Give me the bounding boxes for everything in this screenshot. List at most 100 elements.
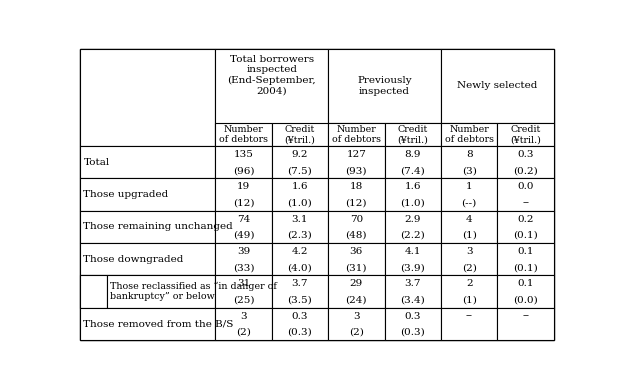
Text: 3: 3	[353, 312, 360, 321]
Bar	[80, 275, 215, 308]
Bar	[384, 275, 441, 308]
Bar	[497, 275, 554, 308]
Text: 36: 36	[350, 247, 363, 256]
Text: (4.0): (4.0)	[287, 263, 312, 272]
Text: 1: 1	[466, 182, 473, 191]
Text: 0.0: 0.0	[517, 182, 534, 191]
Text: (12): (12)	[232, 198, 254, 207]
Text: 3.1: 3.1	[292, 215, 308, 224]
Text: Previously
inspected: Previously inspected	[357, 76, 412, 96]
Text: (0.1): (0.1)	[514, 231, 538, 240]
Text: (49): (49)	[232, 231, 254, 240]
Text: (0.2): (0.2)	[514, 166, 538, 175]
Bar	[272, 211, 328, 243]
Bar	[80, 146, 215, 178]
Text: Those reclassified as “in danger of
bankruptcy” or below: Those reclassified as “in danger of bank…	[110, 282, 277, 301]
Bar	[328, 146, 384, 178]
Text: 4.1: 4.1	[405, 247, 421, 256]
Bar	[328, 49, 441, 123]
Text: Credit
(¥tril.): Credit (¥tril.)	[510, 125, 541, 144]
Bar	[215, 308, 272, 340]
Bar	[272, 243, 328, 275]
Bar	[328, 308, 384, 340]
Bar	[80, 275, 107, 308]
Text: (3.4): (3.4)	[400, 296, 425, 305]
Text: (48): (48)	[345, 231, 367, 240]
Text: 0.1: 0.1	[517, 247, 534, 256]
Text: Credit
(¥tril.): Credit (¥tril.)	[284, 125, 315, 144]
Text: (2.2): (2.2)	[400, 231, 425, 240]
Bar	[215, 146, 272, 178]
Text: (--): (--)	[462, 198, 477, 207]
Text: Those removed from the B/S: Those removed from the B/S	[83, 319, 234, 328]
Text: Those upgraded: Those upgraded	[83, 190, 169, 199]
Text: (31): (31)	[345, 263, 367, 272]
Text: (0.0): (0.0)	[514, 296, 538, 305]
Text: (12): (12)	[345, 198, 367, 207]
Text: 3.7: 3.7	[405, 279, 421, 288]
Text: Newly selected: Newly selected	[457, 81, 538, 91]
Bar	[441, 211, 497, 243]
Text: (93): (93)	[345, 166, 367, 175]
Text: 0.3: 0.3	[405, 312, 421, 321]
Bar	[497, 146, 554, 178]
Bar	[441, 308, 497, 340]
Bar	[80, 243, 215, 275]
Text: 2: 2	[466, 279, 473, 288]
Text: (2): (2)	[462, 263, 476, 272]
Text: (24): (24)	[345, 296, 367, 305]
Bar	[441, 243, 497, 275]
Bar	[328, 243, 384, 275]
Bar	[272, 123, 328, 146]
Text: 74: 74	[237, 215, 250, 224]
Bar	[215, 211, 272, 243]
Text: (1.0): (1.0)	[287, 198, 312, 207]
Text: (1): (1)	[462, 296, 476, 305]
Text: (1.0): (1.0)	[400, 198, 425, 207]
Text: --: --	[522, 312, 529, 321]
Text: Number
of debtors: Number of debtors	[445, 125, 494, 144]
Bar	[328, 123, 384, 146]
Bar	[384, 123, 441, 146]
Bar	[215, 243, 272, 275]
Text: (2): (2)	[349, 328, 364, 337]
Text: 0.1: 0.1	[517, 279, 534, 288]
Text: 127: 127	[346, 150, 366, 159]
Text: (0.1): (0.1)	[514, 263, 538, 272]
Bar	[497, 178, 554, 211]
Bar	[497, 308, 554, 340]
Text: (25): (25)	[232, 296, 254, 305]
Bar	[384, 308, 441, 340]
Text: Number
of debtors: Number of debtors	[332, 125, 381, 144]
Bar	[441, 275, 497, 308]
Text: 2.9: 2.9	[405, 215, 421, 224]
Text: 70: 70	[350, 215, 363, 224]
Text: 135: 135	[234, 150, 253, 159]
Bar	[441, 146, 497, 178]
Text: --: --	[522, 198, 529, 207]
Text: 1.6: 1.6	[405, 182, 421, 191]
Text: 1.6: 1.6	[292, 182, 308, 191]
Bar	[441, 123, 497, 146]
Text: (0.3): (0.3)	[400, 328, 425, 337]
Text: Credit
(¥tril.): Credit (¥tril.)	[397, 125, 428, 144]
Text: Those remaining unchanged: Those remaining unchanged	[83, 223, 233, 231]
Text: (3): (3)	[462, 166, 476, 175]
Text: (1): (1)	[462, 231, 476, 240]
Text: 8: 8	[466, 150, 473, 159]
Text: 4.2: 4.2	[292, 247, 308, 256]
Text: (3.9): (3.9)	[400, 263, 425, 272]
Bar	[80, 178, 215, 211]
Bar	[497, 123, 554, 146]
Text: (0.3): (0.3)	[287, 328, 312, 337]
Text: 19: 19	[237, 182, 250, 191]
Text: 9.2: 9.2	[292, 150, 308, 159]
Text: (96): (96)	[232, 166, 254, 175]
Bar	[272, 178, 328, 211]
Bar	[384, 178, 441, 211]
Bar	[80, 308, 215, 340]
Bar	[215, 123, 272, 146]
Text: 0.3: 0.3	[292, 312, 308, 321]
Bar	[272, 308, 328, 340]
Text: 0.2: 0.2	[517, 215, 534, 224]
